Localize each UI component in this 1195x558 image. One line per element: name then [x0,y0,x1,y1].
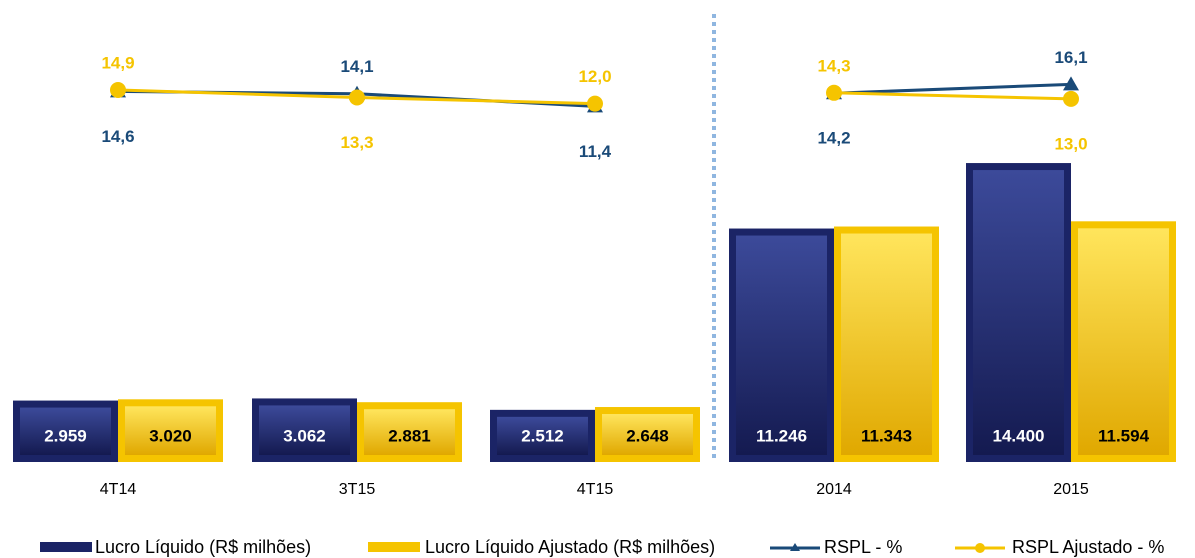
legend-marker [790,543,800,551]
line-label: 13,0 [1054,134,1087,153]
line-segment [356,95,596,106]
bar-bevel [602,414,693,455]
bar-label: 14.400 [993,426,1045,445]
bar-label: 11.246 [756,426,807,445]
line-marker [826,84,842,101]
legend-marker [975,543,985,553]
bar-bevel [973,170,1064,455]
line-label: 11,4 [579,142,612,161]
bar-bevel [1078,228,1169,455]
bar-label: 2.648 [626,426,669,445]
line-segment [833,91,1072,101]
legend-label: Lucro Líquido Ajustado (R$ milhões) [425,537,715,557]
line-marker [349,89,365,106]
legend-swatch [40,542,92,552]
bar-label: 2.512 [521,426,564,445]
bar-bevel [125,406,216,455]
line-label: 14,6 [101,127,134,146]
line-marker [1063,90,1079,107]
x-tick-label: 3T15 [339,481,376,498]
x-tick-label: 2015 [1053,481,1089,498]
line-segment [117,88,358,99]
line-marker [587,95,603,112]
bar-label: 2.881 [388,426,431,445]
bar-label: 11.343 [861,426,912,445]
bar-bevel [497,416,588,455]
bar-bevel [259,405,350,455]
legend-swatch [368,542,420,552]
bar-bevel [364,409,455,455]
bar-bevel [736,235,827,455]
bar-label: 11.594 [1098,426,1150,445]
line-label: 13,3 [340,133,373,152]
x-tick-label: 4T15 [577,481,614,498]
line-label: 14,2 [817,129,850,148]
bar-label: 3.020 [149,426,192,445]
bar-bevel [841,233,932,455]
legend-label: Lucro Líquido (R$ milhões) [95,537,311,557]
line-segment [833,82,1072,95]
legend-label: RSPL - % [824,537,902,557]
legend-label: RSPL Ajustado - % [1012,537,1164,557]
bar-label: 2.959 [44,426,87,445]
x-tick-label: 4T14 [100,481,137,498]
x-tick-label: 2014 [816,481,852,498]
bar-bevel [20,407,111,455]
line-label: 14,3 [817,56,850,75]
line-label: 14,9 [101,53,134,72]
line-marker [110,81,126,98]
line-label: 14,1 [340,57,373,76]
line-label: 16,1 [1054,48,1087,67]
line-marker [1063,76,1079,91]
line-label: 12,0 [578,67,611,86]
bar-label: 3.062 [283,426,326,445]
